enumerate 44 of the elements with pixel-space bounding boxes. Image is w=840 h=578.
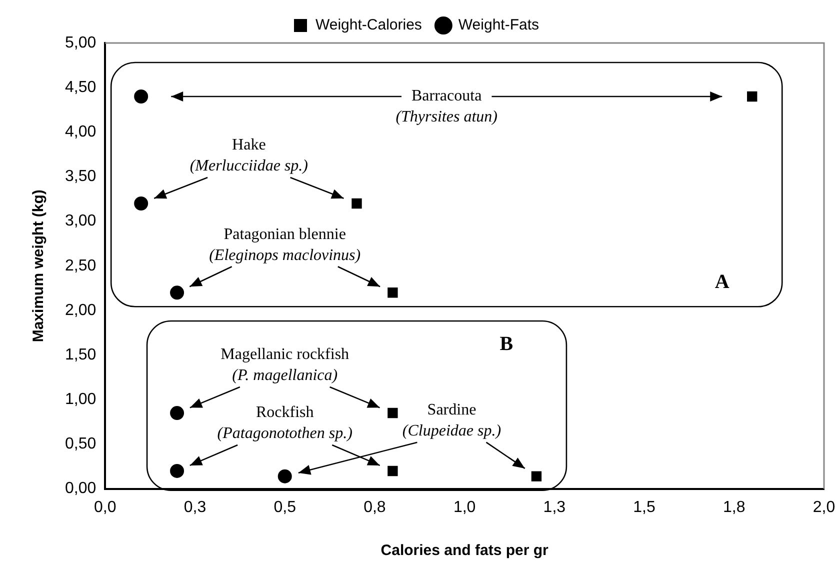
point: [388, 408, 398, 418]
y-tick-label: 0,50: [65, 436, 96, 453]
x-tick-label: 1,0: [453, 498, 476, 516]
y-tick-label: 1,50: [65, 346, 96, 364]
x-tick-label: 1,5: [633, 498, 656, 516]
point: [170, 286, 184, 300]
point: [170, 406, 184, 420]
point: [170, 464, 184, 478]
annotation: Rockfish (Patagonotothen sp.): [217, 404, 352, 442]
x-tick-label: 1,8: [723, 498, 746, 516]
point: [531, 471, 542, 482]
y-tick-label: 4,00: [65, 124, 96, 141]
annotation: Patagonian blennie (Eleginops maclovinus): [209, 226, 361, 264]
y-tick-label: 3,50: [65, 168, 96, 186]
x-tick-label: 0,5: [274, 498, 296, 516]
annotation: Sardine (Clupeidae sp.): [402, 402, 502, 440]
y-tick-label: 2,50: [65, 257, 96, 274]
legend-label: Weight-Fats: [458, 16, 540, 34]
point: [134, 89, 148, 104]
x-tick-label: 0,3: [184, 498, 206, 516]
y-tick-label: 1,00: [65, 391, 96, 408]
annotation: Hake (Merlucciidae sp.): [190, 136, 308, 175]
point: [747, 91, 758, 102]
legend-label: Weight-Calories: [315, 16, 422, 34]
y-tick-label: 0,00: [65, 480, 96, 498]
annotation: A: [714, 270, 730, 293]
x-axis-title: Calories and fats per gr: [380, 542, 548, 560]
x-tick-label: 0,8: [364, 498, 386, 516]
y-axis-title: Maximum weight (kg): [30, 190, 48, 342]
annotation: Magellanic rockfish (P. magellanica): [220, 346, 350, 384]
point: [388, 466, 398, 476]
point: [278, 469, 292, 484]
point: [134, 196, 148, 210]
y-tick-label: 4,50: [65, 78, 96, 96]
annotation: B: [500, 333, 514, 356]
y-tick-label: 3,00: [65, 212, 96, 230]
annotation: Barracouta (Thyrsites atun): [396, 88, 498, 126]
x-tick-label: 2,0: [812, 498, 836, 516]
point: [352, 198, 362, 209]
point: [388, 288, 398, 298]
y-tick-label: 2,00: [65, 302, 96, 319]
x-tick-label: 0,0: [94, 498, 116, 516]
y-tick-label: 5,00: [65, 34, 96, 52]
x-tick-label: 1,3: [543, 498, 566, 516]
